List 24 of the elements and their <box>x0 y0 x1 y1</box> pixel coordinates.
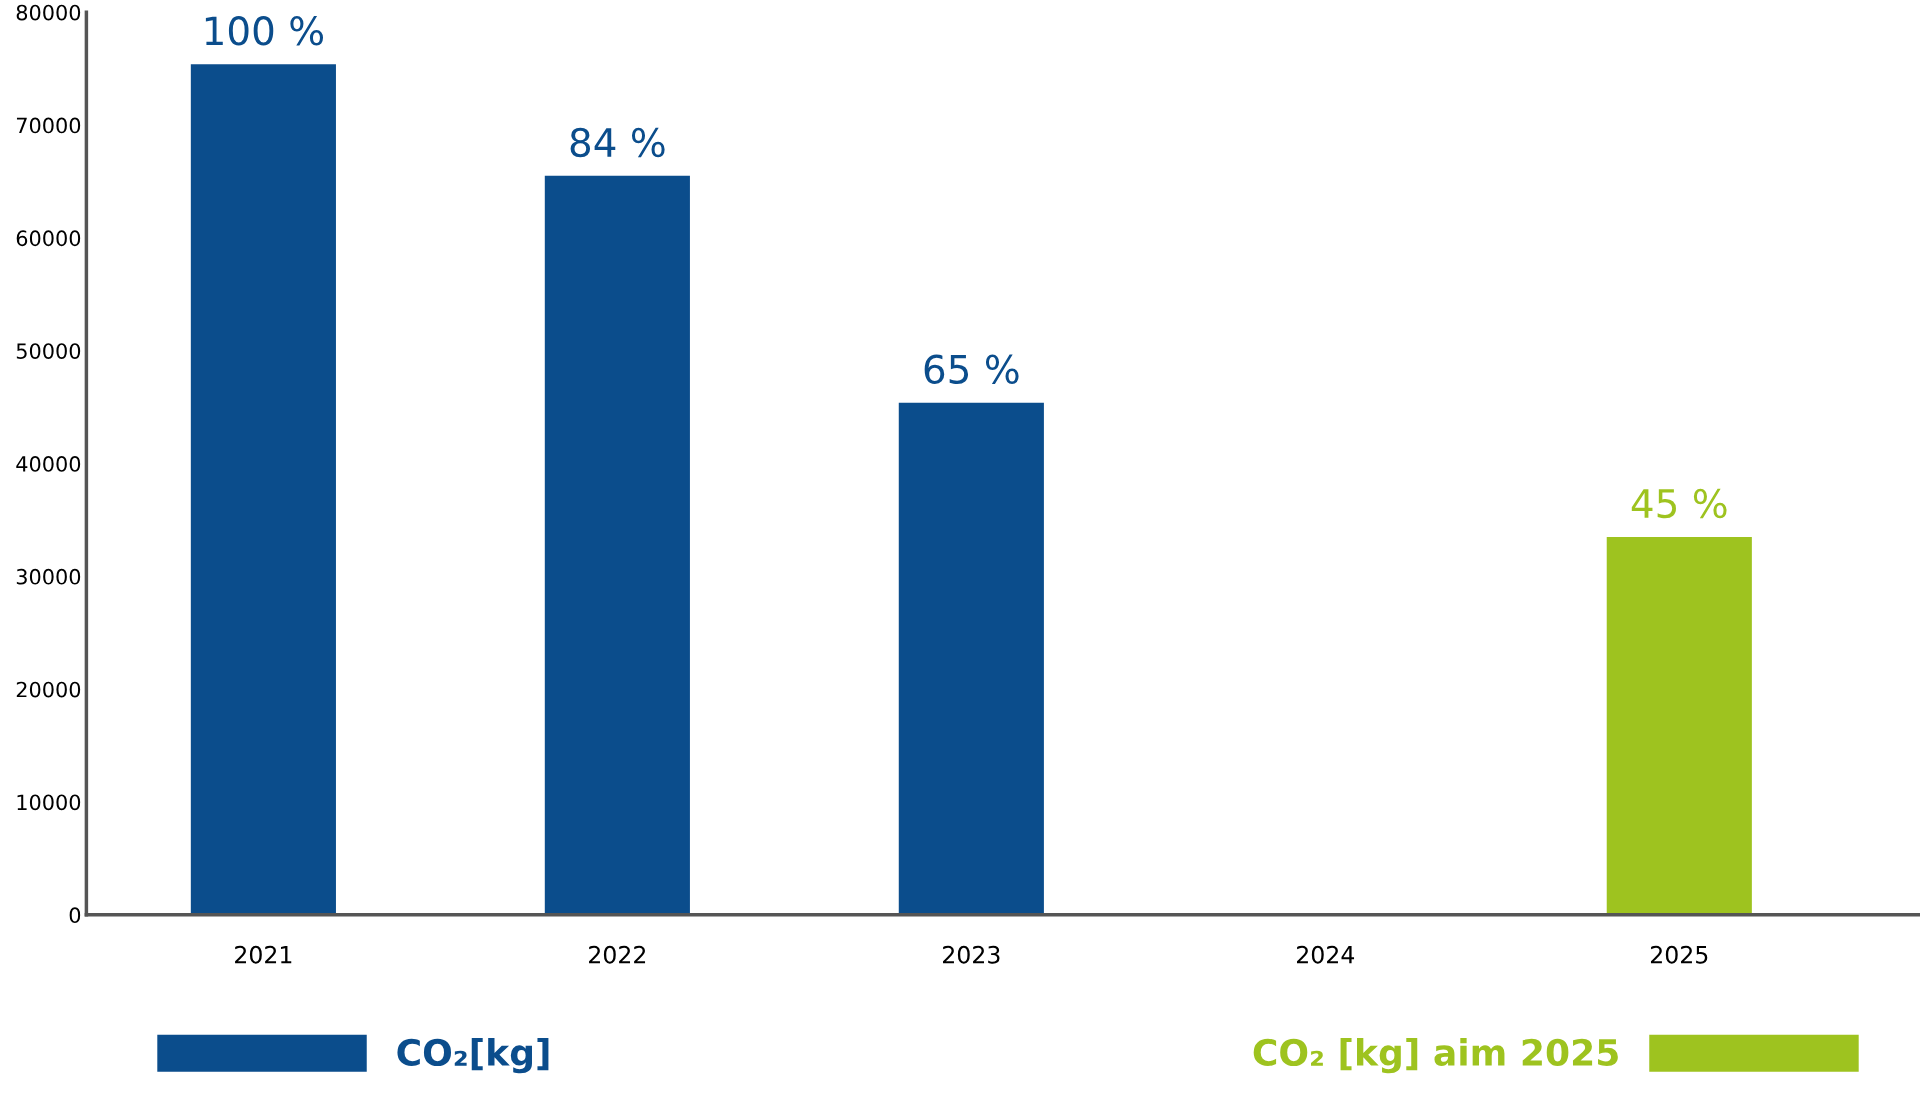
x-tick-label: 2022 <box>589 945 646 964</box>
x-tick-label: 2024 <box>1297 945 1355 964</box>
bar <box>1606 536 1752 915</box>
annotation: 84 % <box>570 127 665 158</box>
x-tick-label: 2025 <box>1650 945 1708 964</box>
annotation: 100 % <box>205 16 324 46</box>
text: CO₂[kg] <box>397 1038 549 1074</box>
x-tick-label: 2023 <box>943 945 1000 964</box>
y-tick-label: 30000 <box>16 568 81 585</box>
y-tick-label: 60000 <box>16 230 81 247</box>
text: CO₂ [kg] aim 2025 <box>1253 1038 1618 1074</box>
y-tick-label: 80000 <box>16 4 81 21</box>
annotation: 45 % <box>1631 488 1727 519</box>
y-tick-label: 0 <box>69 907 81 924</box>
y-tick-label: 70000 <box>16 117 81 134</box>
y-tick-label: 40000 <box>16 456 81 472</box>
y-tick-label: 20000 <box>16 681 81 698</box>
bar <box>898 402 1044 915</box>
bar <box>190 64 336 915</box>
annotation: 65 % <box>924 354 1019 384</box>
y-tick-label: 10000 <box>17 794 81 811</box>
y-tick-label: 50000 <box>16 343 81 359</box>
bar <box>544 175 690 915</box>
x-tick-label: 2021 <box>235 945 292 964</box>
